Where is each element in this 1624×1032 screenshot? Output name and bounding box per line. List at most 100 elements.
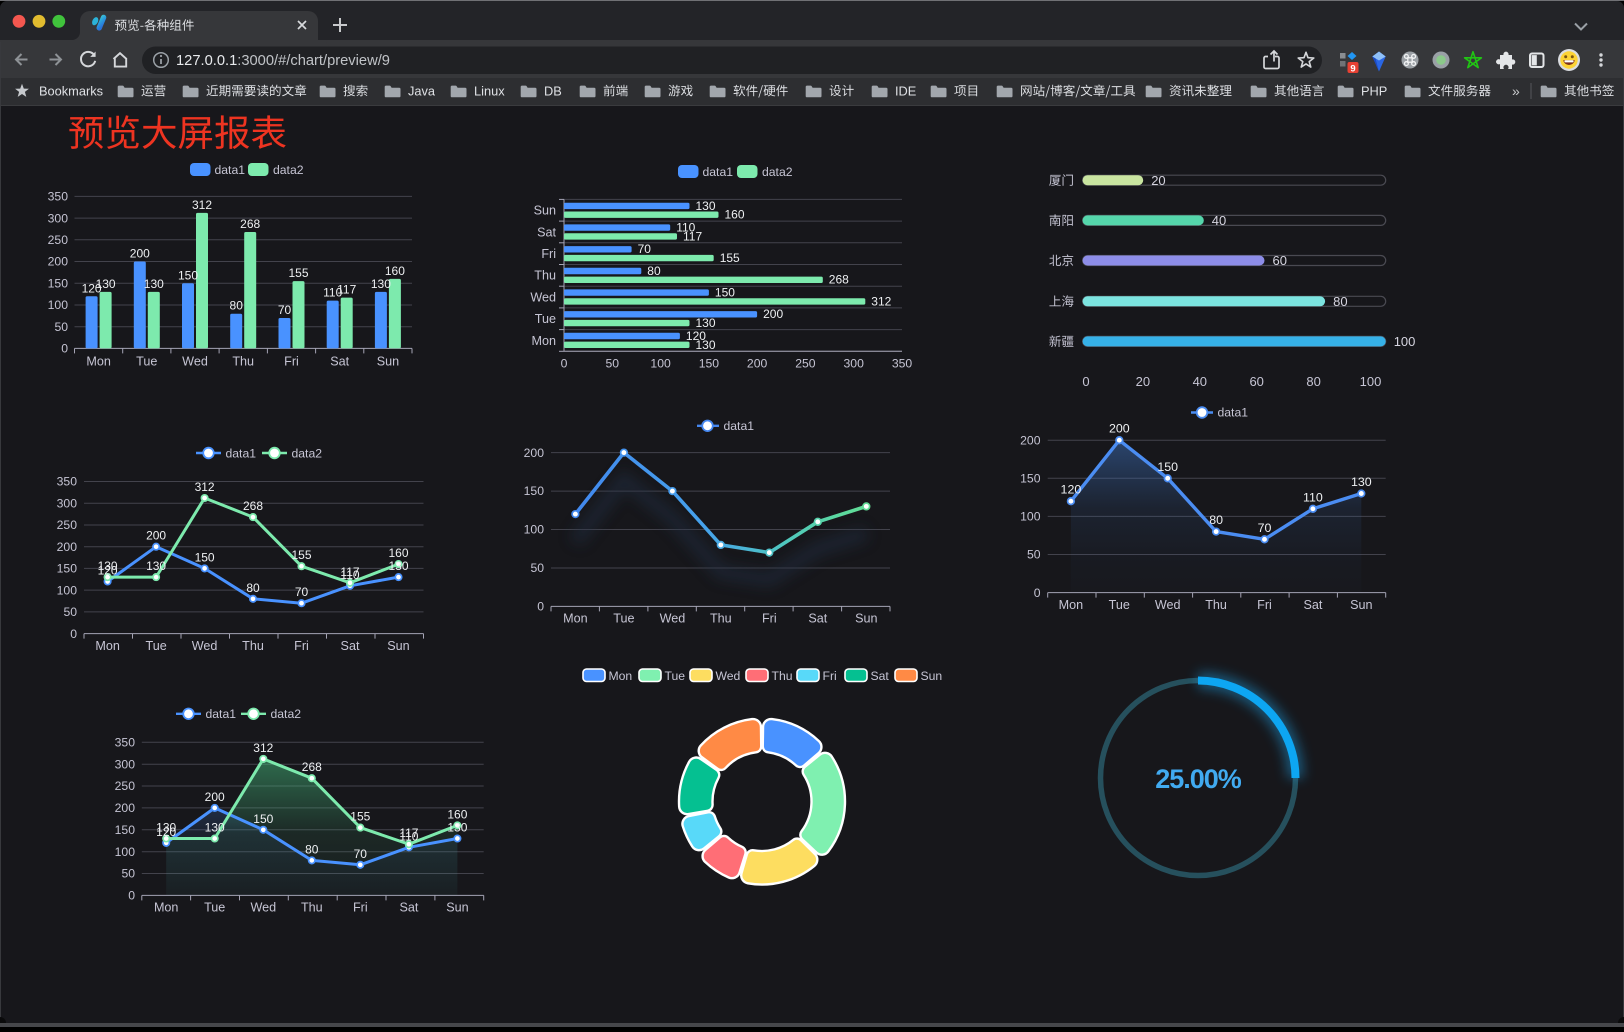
svg-text:150: 150 [195, 550, 215, 564]
svg-text:Thu: Thu [242, 639, 264, 653]
svg-text:120: 120 [82, 281, 102, 295]
svg-text:50: 50 [530, 561, 544, 575]
svg-text:Fri: Fri [294, 639, 309, 653]
svg-text:130: 130 [1351, 475, 1372, 489]
svg-text:130: 130 [96, 277, 116, 291]
svg-text:80: 80 [1209, 513, 1223, 527]
svg-text:100: 100 [115, 845, 136, 859]
svg-text:150: 150 [1157, 460, 1178, 474]
svg-text:70: 70 [278, 303, 292, 317]
svg-text:Tue: Tue [145, 639, 166, 653]
svg-text:100: 100 [650, 357, 671, 371]
svg-text:200: 200 [57, 540, 78, 554]
svg-text:data1: data1 [724, 419, 755, 433]
svg-text:300: 300 [844, 357, 865, 371]
svg-text:130: 130 [696, 338, 716, 352]
svg-text:Wed: Wed [182, 355, 208, 369]
svg-text:350: 350 [57, 475, 78, 489]
svg-text:Tue: Tue [136, 355, 157, 369]
svg-text:data1: data1 [206, 707, 237, 721]
svg-text:130: 130 [371, 277, 391, 291]
svg-text:data2: data2 [273, 163, 304, 177]
svg-text:Thu: Thu [232, 355, 254, 369]
svg-text:100: 100 [1020, 510, 1041, 524]
svg-text:150: 150 [57, 562, 78, 576]
svg-text:data1: data1 [703, 165, 734, 179]
svg-text:200: 200 [130, 247, 150, 261]
svg-text:160: 160 [725, 208, 745, 222]
svg-text:120: 120 [1061, 483, 1082, 497]
svg-text:Thu: Thu [534, 269, 556, 283]
svg-text:200: 200 [524, 446, 545, 460]
svg-text:Thu: Thu [772, 669, 793, 683]
svg-text:Tue: Tue [665, 669, 686, 683]
svg-text:data1: data1 [215, 163, 246, 177]
svg-text:Sat: Sat [330, 355, 349, 369]
svg-text:Fri: Fri [762, 612, 777, 626]
svg-text:155: 155 [350, 810, 370, 824]
svg-text:312: 312 [192, 198, 212, 212]
svg-text:Wed: Wed [660, 612, 686, 626]
svg-text:120: 120 [98, 564, 118, 578]
svg-text:117: 117 [340, 565, 359, 579]
svg-text:200: 200 [747, 357, 768, 371]
svg-text:250: 250 [795, 357, 816, 371]
svg-text:Wed: Wed [192, 639, 218, 653]
svg-text:250: 250 [57, 518, 78, 532]
svg-text:50: 50 [121, 867, 135, 881]
svg-text:Wed: Wed [250, 901, 276, 915]
svg-text:100: 100 [524, 523, 545, 537]
svg-text:Sun: Sun [534, 204, 556, 218]
svg-text:130: 130 [146, 559, 166, 573]
svg-text:155: 155 [291, 548, 311, 562]
svg-text:0: 0 [537, 600, 544, 614]
svg-text:Sat: Sat [808, 612, 827, 626]
svg-text:80: 80 [647, 264, 661, 278]
svg-text:0: 0 [1082, 374, 1089, 389]
svg-text:40: 40 [1212, 213, 1226, 228]
svg-text:Tue: Tue [1109, 598, 1130, 612]
svg-text:Sat: Sat [1303, 598, 1322, 612]
svg-text:0: 0 [61, 342, 68, 356]
svg-text:100: 100 [1394, 334, 1416, 349]
svg-text:130: 130 [156, 821, 176, 835]
svg-text:data2: data2 [292, 446, 323, 460]
svg-text:50: 50 [606, 357, 620, 371]
svg-text:300: 300 [48, 211, 69, 225]
svg-text:data2: data2 [762, 165, 793, 179]
svg-text:160: 160 [388, 546, 408, 560]
svg-text:155: 155 [720, 251, 740, 265]
svg-text:Mon: Mon [563, 612, 588, 626]
svg-text:50: 50 [1027, 548, 1041, 562]
svg-text:200: 200 [146, 529, 166, 543]
svg-text:data2: data2 [271, 707, 302, 721]
svg-text:200: 200 [1109, 422, 1130, 436]
svg-text:Mon: Mon [86, 355, 111, 369]
svg-text:0: 0 [561, 357, 568, 371]
svg-text:250: 250 [48, 233, 69, 247]
svg-text:20: 20 [1136, 374, 1150, 389]
svg-text:268: 268 [829, 273, 849, 287]
svg-text:130: 130 [205, 821, 225, 835]
svg-text:Bookmarks: Bookmarks [39, 84, 103, 99]
svg-text:Mon: Mon [1059, 598, 1084, 612]
svg-text:Tue: Tue [204, 901, 225, 915]
svg-text:Thu: Thu [301, 901, 323, 915]
svg-text:Wed: Wed [716, 669, 741, 683]
svg-text:130: 130 [696, 316, 716, 330]
svg-text:Tue: Tue [535, 312, 556, 326]
svg-text:Wed: Wed [530, 290, 556, 304]
svg-text:Sun: Sun [387, 639, 409, 653]
svg-text:Sun: Sun [446, 901, 468, 915]
svg-text:160: 160 [385, 264, 405, 278]
svg-text:312: 312 [195, 480, 215, 494]
svg-text:350: 350 [892, 357, 913, 371]
svg-text:312: 312 [871, 294, 891, 308]
svg-text:130: 130 [696, 199, 716, 213]
svg-text:Fri: Fri [541, 247, 556, 261]
svg-text:150: 150 [115, 823, 136, 837]
svg-text:120: 120 [156, 825, 176, 839]
svg-text:60: 60 [1249, 374, 1263, 389]
svg-text:Sun: Sun [1350, 598, 1372, 612]
svg-text:70: 70 [295, 585, 309, 599]
